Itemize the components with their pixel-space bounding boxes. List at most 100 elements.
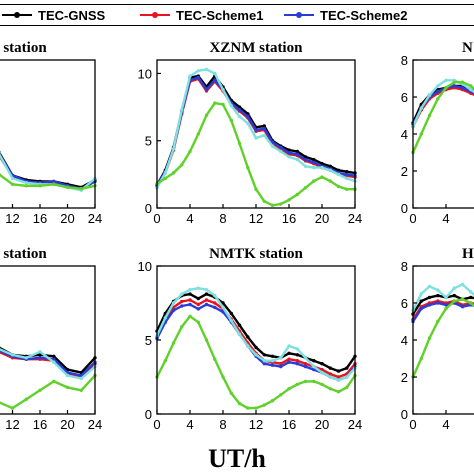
- data-point: [180, 163, 184, 167]
- data-point: [436, 97, 440, 101]
- series-line: [155, 303, 356, 382]
- data-point: [163, 171, 167, 175]
- data-point: [469, 290, 473, 294]
- data-point: [270, 140, 275, 144]
- y-tick-label: 10: [138, 259, 152, 274]
- data-point: [196, 286, 200, 290]
- x-tick-label: 12: [249, 211, 263, 226]
- data-point: [10, 176, 15, 181]
- y-tick-label: 0: [401, 407, 408, 422]
- data-point: [270, 354, 275, 358]
- data-point: [279, 362, 283, 366]
- data-point: [312, 359, 316, 363]
- x-tick-label: 16: [282, 211, 296, 226]
- data-point: [427, 284, 432, 289]
- data-point: [188, 302, 192, 307]
- data-point: [163, 359, 167, 363]
- data-point: [460, 86, 465, 90]
- series-line: [0, 346, 96, 374]
- series-line: [155, 315, 356, 410]
- data-point: [419, 106, 423, 110]
- data-point: [460, 305, 465, 309]
- panel-title: H: [462, 246, 474, 262]
- data-point: [180, 108, 184, 112]
- data-point: [229, 104, 233, 108]
- series-line: [0, 151, 96, 189]
- data-point: [196, 132, 200, 136]
- data-point: [221, 301, 225, 305]
- data-point: [444, 86, 448, 90]
- data-point: [419, 132, 423, 136]
- data-point: [196, 75, 200, 80]
- data-point: [221, 102, 225, 107]
- data-point: [237, 332, 242, 336]
- data-point: [295, 353, 299, 357]
- data-point: [336, 375, 341, 379]
- data-point: [213, 301, 217, 305]
- data-point: [452, 299, 456, 303]
- y-tick-label: 0: [401, 201, 408, 216]
- y-tick-label: 6: [401, 296, 408, 311]
- data-point: [320, 165, 324, 170]
- x-tick-label: 12: [5, 211, 19, 226]
- legend: TEC-GNSS TEC-Scheme1 TEC-Scheme2: [0, 4, 474, 26]
- data-point: [303, 362, 308, 366]
- data-point: [204, 113, 209, 117]
- data-point: [38, 184, 42, 188]
- data-point: [444, 303, 448, 307]
- data-point: [419, 292, 423, 296]
- data-point: [188, 74, 192, 78]
- data-point: [270, 359, 275, 363]
- x-tick-label: 24: [88, 417, 102, 432]
- data-point: [246, 335, 250, 339]
- data-point: [204, 338, 209, 342]
- data-point: [262, 362, 266, 366]
- data-point: [328, 387, 332, 391]
- data-point: [287, 387, 291, 391]
- data-point: [163, 316, 167, 320]
- data-point: [345, 172, 349, 177]
- data-point: [38, 356, 42, 360]
- data-point: [262, 359, 266, 363]
- chart-panel: station 12 16 20 24: [0, 246, 102, 432]
- data-point: [419, 306, 423, 311]
- data-point: [237, 401, 242, 406]
- data-point: [336, 378, 341, 382]
- series-line: [0, 348, 96, 380]
- data-point: [287, 357, 291, 361]
- data-point: [196, 320, 200, 324]
- x-tick-label: 20: [315, 211, 329, 226]
- y-tick-label: 6: [401, 90, 408, 105]
- data-point: [24, 181, 28, 185]
- data-point: [436, 293, 440, 298]
- data-point: [270, 144, 275, 148]
- data-point: [262, 353, 266, 357]
- data-point: [10, 182, 15, 186]
- data-point: [213, 101, 217, 105]
- data-point: [213, 293, 217, 298]
- data-point: [312, 364, 316, 369]
- x-tick-label: 20: [315, 417, 329, 432]
- data-point: [427, 93, 432, 97]
- data-point: [254, 345, 258, 350]
- data-point: [10, 406, 15, 410]
- data-point: [320, 382, 324, 387]
- data-point: [452, 84, 456, 88]
- data-point: [254, 406, 258, 410]
- data-point: [204, 302, 209, 307]
- data-point: [171, 171, 176, 175]
- chart-panel: station 12 16 20 24: [0, 40, 102, 226]
- data-point: [52, 357, 56, 361]
- data-point: [320, 175, 324, 179]
- data-point: [254, 136, 258, 140]
- data-point: [427, 295, 432, 300]
- y-tick-label: 0: [145, 407, 152, 422]
- data-point: [229, 118, 233, 123]
- series-line: [0, 153, 96, 191]
- data-point: [52, 360, 56, 364]
- data-point: [295, 359, 299, 363]
- x-axis-label: UT/h: [208, 444, 266, 473]
- data-point: [270, 399, 275, 403]
- x-tick-label: 12: [5, 417, 19, 432]
- data-point: [221, 375, 225, 379]
